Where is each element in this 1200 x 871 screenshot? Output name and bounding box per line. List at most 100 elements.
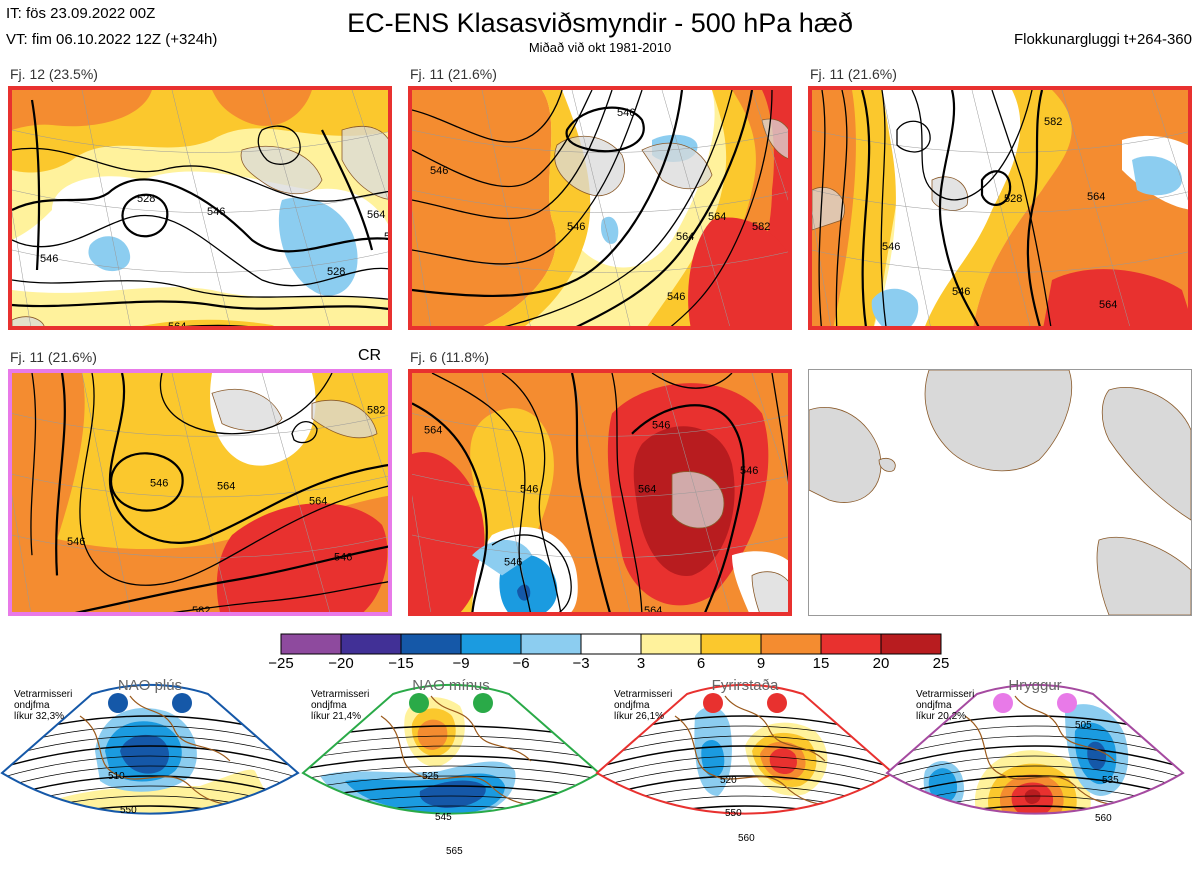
contour-line (860, 90, 871, 326)
contour-line (611, 373, 643, 612)
regime-name-ridge: Hryggur (1008, 677, 1062, 694)
contour-line (991, 90, 1052, 326)
contour-label: 564 (168, 321, 186, 330)
contour-line (980, 170, 1012, 206)
colorbar-tick-label: −15 (388, 655, 414, 672)
regime-contour-label: 560 (738, 833, 755, 844)
contour-label: 582 (367, 404, 385, 416)
colorbar-bin (700, 633, 762, 655)
landmass (211, 389, 283, 432)
contour-line (631, 404, 745, 612)
regime-dot (172, 693, 192, 713)
contour-line (911, 90, 1033, 201)
regime-contour-label: 560 (1095, 813, 1112, 824)
contour-label: 546 (520, 483, 538, 495)
contour-label: 546 (667, 291, 685, 303)
landmass (311, 399, 378, 439)
contour-line (501, 373, 562, 612)
contour-line (565, 106, 645, 153)
regime-fan-border (301, 684, 601, 815)
regime-contour-label: 505 (1075, 720, 1092, 731)
contour-line (12, 147, 388, 202)
regime-contour-label: 545 (435, 812, 452, 823)
contour-label: 546 (207, 206, 225, 218)
contour-line (74, 545, 388, 612)
cluster-window: Flokkunargluggi t+264-360 (1013, 31, 1192, 48)
colorbar (280, 633, 944, 660)
landmass (12, 316, 45, 326)
colorbar-bin (820, 633, 882, 655)
landmass (1101, 387, 1191, 521)
colorbar-tick-label: 6 (696, 655, 706, 672)
regime-tag: CR (358, 347, 382, 364)
anomaly-area (88, 236, 131, 272)
regime-contour-label: 550 (120, 805, 137, 816)
regime-name-nao-plus: NAO plús (117, 677, 183, 694)
anomaly-area (412, 452, 485, 612)
page-subtitle: Miðað við okt 1981-2010 (528, 40, 672, 55)
contour-line (12, 214, 388, 287)
regime-name-nao-minus: NAO mínus (412, 677, 490, 694)
contour-label: 564 (1099, 299, 1117, 311)
cluster-map-2: 546 546 546 564 564 582 582 546 (408, 86, 792, 330)
landmass (641, 142, 713, 190)
page-title: EC-ENS Klasasviðsmyndir - 500 hPa hæð (347, 8, 853, 38)
cluster-map-5: 564546546564546564546564 (408, 369, 792, 616)
contour-line (412, 90, 643, 265)
colorbar-tick-label: −20 (328, 655, 354, 672)
empty-map-panel (808, 369, 1192, 616)
contour-line (412, 402, 488, 612)
contour-label: 564 (217, 480, 235, 492)
cluster-map-4: 546 546 564 564 546 582 582 (8, 369, 392, 616)
contour-line (491, 534, 572, 612)
landmass (924, 370, 1073, 472)
graticule (812, 90, 1188, 326)
contour-label: 564 (424, 425, 442, 437)
colorbar-bin (760, 633, 822, 655)
colorbar-bin (580, 633, 642, 655)
panel-label-4: Fj. 11 (21.6%) (10, 349, 97, 365)
anomaly-area (1043, 269, 1188, 326)
anomaly-area (1132, 156, 1182, 196)
graticule (412, 373, 788, 612)
contour-line (576, 90, 754, 326)
colorbar-tick-label: −9 (452, 655, 470, 672)
contour-line (30, 99, 41, 271)
contour-label: 546 (740, 465, 758, 477)
anomaly-area (216, 503, 388, 612)
contour-label: 546 (652, 420, 670, 432)
contour-label: 546 (384, 231, 392, 243)
landmass (809, 407, 882, 503)
contour-line (412, 90, 563, 143)
colorbar-bin (880, 633, 942, 655)
contour-line (79, 373, 388, 586)
regime-dot (108, 693, 128, 713)
landmass (1096, 536, 1191, 615)
anomaly-area (688, 217, 788, 326)
landmass (751, 571, 788, 612)
anomaly-area (833, 90, 905, 326)
contour-label: 546 (567, 221, 585, 233)
contour-line (504, 90, 733, 326)
regime-dot (1057, 693, 1077, 713)
landmass (240, 145, 323, 195)
contour-line (938, 90, 980, 326)
contour-line (670, 90, 773, 326)
anomaly-area (12, 287, 388, 326)
colorbar-tick-label: 15 (812, 655, 830, 672)
panel-label-1: Fj. 12 (23.5%) (10, 66, 98, 82)
contour-line (110, 452, 184, 512)
regime-freq-ridge: Vetrarmisseri ondjfma líkur 20,2% (916, 689, 975, 722)
colorbar-tick-label: 20 (872, 655, 890, 672)
contour-line (55, 373, 66, 576)
contour-label: 582 (192, 605, 210, 616)
landmass (341, 126, 388, 200)
contour-label: 582 (1044, 116, 1062, 128)
contour-line (431, 373, 531, 612)
panel-label-3: Fj. 11 (21.6%) (810, 66, 897, 82)
contour-label: 546 (40, 253, 58, 265)
anomaly-area (12, 90, 152, 130)
regime-dot (993, 693, 1013, 713)
regime-fan (597, 684, 893, 814)
colorbar-bin (280, 633, 342, 655)
